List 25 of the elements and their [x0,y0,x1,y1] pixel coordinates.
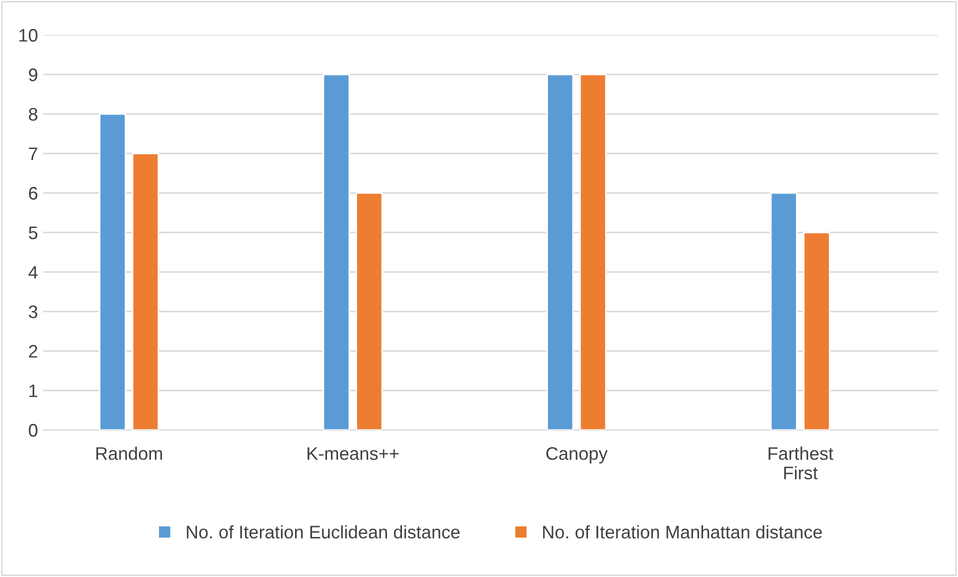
y-tick-label: 1 [29,384,38,398]
bar [132,152,160,430]
y-tick-label: 10 [19,28,38,42]
legend-label: No. of Iteration Euclidean distance [186,525,460,539]
y-tick-label: 4 [28,266,38,279]
legend-label: No. of Iteration Manhattan distance [543,525,822,539]
y-tick-label: 6 [29,186,38,200]
y-tick-label: 9 [28,68,38,82]
bar [579,74,607,430]
y-tick-label: 7 [29,148,38,160]
x-tick-label: Random [96,446,162,460]
y-tick-label: 0 [28,424,38,437]
y-tick-label: 8 [28,108,38,121]
bar [99,113,126,430]
x-tick-label: Canopy [546,447,608,464]
bar [803,232,830,430]
x-tick-label: Farthest First [768,446,834,480]
y-tick-label: 3 [28,305,38,318]
y-tick-label: 2 [29,344,38,358]
bar [322,74,350,430]
y-tick-label: 5 [28,226,38,240]
bar [770,192,798,430]
bar [546,74,574,430]
bar [356,192,383,430]
x-tick-label: K-means++ [308,447,399,460]
